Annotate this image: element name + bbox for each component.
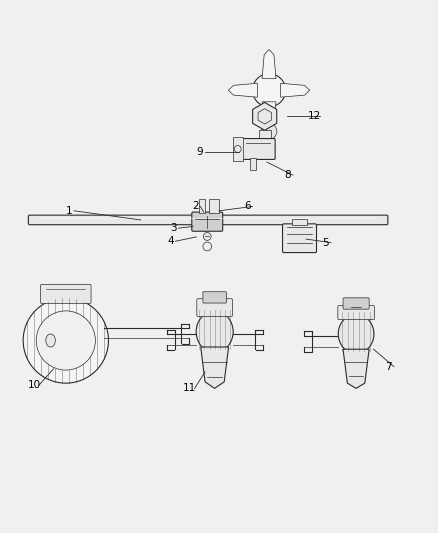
- Ellipse shape: [338, 314, 374, 353]
- Bar: [209, 199, 219, 213]
- Polygon shape: [281, 83, 310, 97]
- FancyBboxPatch shape: [203, 292, 226, 303]
- Circle shape: [203, 232, 211, 240]
- Text: 6: 6: [244, 201, 251, 212]
- Bar: [251, 158, 255, 171]
- Text: 3: 3: [170, 223, 177, 233]
- Bar: [233, 137, 243, 161]
- Circle shape: [23, 298, 109, 383]
- Text: 5: 5: [322, 238, 329, 247]
- Text: 9: 9: [196, 148, 203, 157]
- Text: 10: 10: [28, 380, 41, 390]
- Circle shape: [261, 124, 277, 139]
- Polygon shape: [262, 102, 276, 123]
- Polygon shape: [253, 102, 277, 130]
- FancyBboxPatch shape: [192, 212, 223, 231]
- Bar: [292, 219, 307, 225]
- Text: 1: 1: [66, 206, 72, 216]
- FancyBboxPatch shape: [283, 224, 317, 253]
- Polygon shape: [201, 347, 229, 389]
- FancyBboxPatch shape: [41, 284, 91, 303]
- Ellipse shape: [196, 311, 233, 352]
- Bar: [258, 130, 271, 141]
- Polygon shape: [343, 349, 369, 389]
- Polygon shape: [262, 50, 276, 79]
- FancyBboxPatch shape: [28, 215, 388, 225]
- Text: 4: 4: [167, 236, 173, 246]
- Bar: [199, 199, 205, 213]
- FancyBboxPatch shape: [241, 139, 275, 159]
- Text: 7: 7: [385, 361, 392, 372]
- FancyBboxPatch shape: [197, 298, 233, 317]
- Text: 2: 2: [192, 201, 198, 212]
- Ellipse shape: [46, 334, 55, 347]
- Text: 8: 8: [284, 170, 291, 180]
- FancyBboxPatch shape: [338, 305, 374, 320]
- Text: 12: 12: [308, 111, 321, 122]
- Circle shape: [36, 311, 95, 370]
- FancyBboxPatch shape: [343, 298, 369, 309]
- Circle shape: [253, 74, 286, 107]
- Text: 11: 11: [183, 383, 196, 393]
- Polygon shape: [228, 83, 258, 97]
